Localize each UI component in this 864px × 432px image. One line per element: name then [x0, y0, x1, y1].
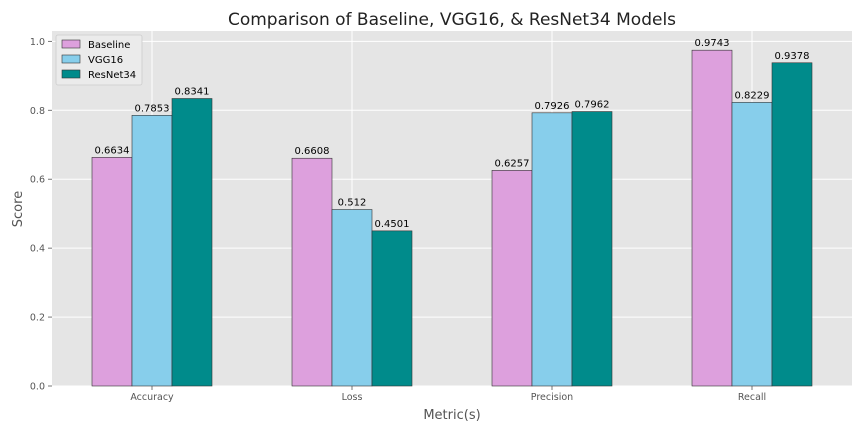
bar-resnet34-recall: [771, 62, 813, 387]
data-label-baseline-recall: 0.9743: [695, 38, 730, 49]
y-tick-label: 0.0: [30, 382, 45, 393]
data-label-vgg16-precision: 0.7926: [535, 101, 570, 112]
data-label-vgg16-loss: 0.512: [338, 198, 367, 209]
bar-vgg16-precision: [531, 112, 573, 387]
data-label-resnet34-recall: 0.9378: [775, 51, 810, 62]
legend-label-resnet34: ResNet34: [88, 70, 136, 81]
x-axis: Accuracy Loss Precision Recall: [130, 386, 766, 403]
y-tick-label: 0.6: [30, 175, 45, 186]
bar-vgg16-recall: [731, 102, 773, 387]
bar-baseline-loss: [291, 157, 333, 387]
bar-baseline-recall: [691, 49, 733, 387]
y-tick-label: 0.8: [30, 106, 45, 117]
data-label-resnet34-accuracy: 0.8341: [175, 87, 210, 98]
x-tick-label-recall: Recall: [738, 392, 766, 403]
data-label-resnet34-precision: 0.7962: [575, 100, 610, 111]
legend-swatch-resnet34: [61, 69, 81, 79]
legend-label-baseline: Baseline: [88, 40, 130, 51]
x-axis-label: Metric(s): [423, 408, 480, 423]
legend: Baseline VGG16 ResNet34: [55, 34, 143, 86]
data-label-vgg16-accuracy: 0.7853: [135, 103, 170, 114]
y-axis: 0.0 0.2 0.4 0.6 0.8 1.0: [30, 37, 52, 393]
x-tick-label-loss: Loss: [342, 392, 363, 403]
bar-resnet34-accuracy: [171, 98, 213, 387]
bar-baseline-precision: [491, 170, 533, 387]
x-tick-label-precision: Precision: [531, 392, 573, 403]
legend-label-vgg16: VGG16: [88, 55, 123, 66]
y-axis-label: Score: [11, 191, 26, 227]
bar-resnet34-loss: [371, 230, 413, 387]
bars: [91, 49, 813, 387]
bar-baseline-accuracy: [91, 157, 133, 387]
bar-vgg16-loss: [331, 209, 373, 387]
bar-vgg16-accuracy: [131, 115, 173, 387]
data-label-baseline-loss: 0.6608: [295, 146, 330, 157]
legend-swatch-baseline: [61, 39, 81, 49]
data-label-baseline-precision: 0.6257: [495, 158, 530, 169]
y-tick-label: 0.2: [30, 313, 45, 324]
x-tick-label-accuracy: Accuracy: [130, 392, 174, 403]
chart-title: Comparison of Baseline, VGG16, & ResNet3…: [228, 10, 676, 30]
bar-resnet34-precision: [571, 111, 613, 387]
y-tick-label: 1.0: [30, 37, 45, 48]
data-labels: 0.6634 0.7853 0.8341 0.6608 0.512 0.4501 0.625…: [95, 38, 810, 230]
data-label-vgg16-recall: 0.8229: [735, 90, 770, 101]
y-tick-label: 0.4: [30, 244, 45, 255]
legend-swatch-vgg16: [61, 54, 81, 64]
data-label-baseline-accuracy: 0.6634: [95, 145, 130, 156]
data-label-resnet34-loss: 0.4501: [375, 219, 410, 230]
